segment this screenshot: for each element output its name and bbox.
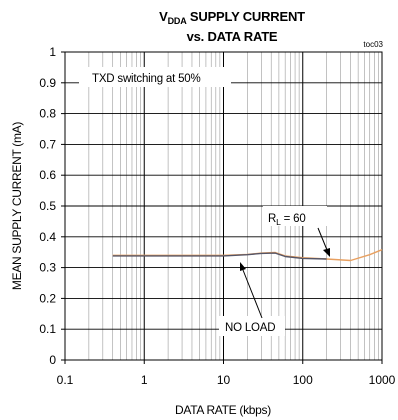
x-tick-label: 1000 (369, 373, 396, 387)
y-tick-label: 1 (49, 45, 56, 59)
x-axis: 0.1 1 10 100 1000 (57, 360, 396, 387)
rl-callout-line (317, 227, 328, 251)
x-tick-label: 100 (293, 373, 313, 387)
x-tick-label: 10 (217, 373, 231, 387)
y-tick-label: 0.7 (39, 137, 56, 151)
condition-text: TXD switching at 50% (92, 73, 201, 85)
y-tick-label: 0.2 (39, 291, 56, 305)
chart-subtitle: vs. DATA RATE (187, 29, 278, 44)
condition-box (79, 67, 231, 87)
series-line-no-load (112, 252, 327, 260)
y-tick-label: 0 (49, 353, 56, 367)
y-tick-label: 0.9 (39, 76, 56, 90)
noload-series-label: NO LOAD (225, 322, 275, 334)
y-tick-label: 0.5 (39, 199, 56, 213)
x-tick-label: 1 (141, 373, 148, 387)
y-tick-label: 0.1 (39, 322, 56, 336)
y-axis: 0 0.1 0.2 0.3 0.4 0.5 0.6 0.7 0.8 0.9 1 (39, 45, 65, 367)
noload-callout-line (242, 269, 263, 319)
noload-label-bg (219, 316, 285, 336)
rl-series-label: RL = 60 (268, 213, 306, 227)
chart-title: VDDA SUPPLY CURRENT (159, 9, 305, 26)
rl-label-bg (263, 206, 327, 226)
figure-code: toc03 (363, 40, 383, 49)
y-tick-label: 0.3 (39, 261, 56, 275)
grid (65, 52, 382, 360)
y-tick-label: 0.8 (39, 107, 56, 121)
noload-callout-arrow (240, 262, 246, 271)
x-tick-label: 0.1 (57, 373, 74, 387)
y-axis-label: MEAN SUPPLY CURRENT (mA) (10, 122, 24, 290)
y-tick-label: 0.6 (39, 168, 56, 182)
y-tick-label: 0.4 (39, 230, 56, 244)
series-group (112, 249, 383, 262)
x-axis-label: DATA RATE (kbps) (175, 403, 271, 417)
rl-callout-arrow (323, 248, 330, 257)
